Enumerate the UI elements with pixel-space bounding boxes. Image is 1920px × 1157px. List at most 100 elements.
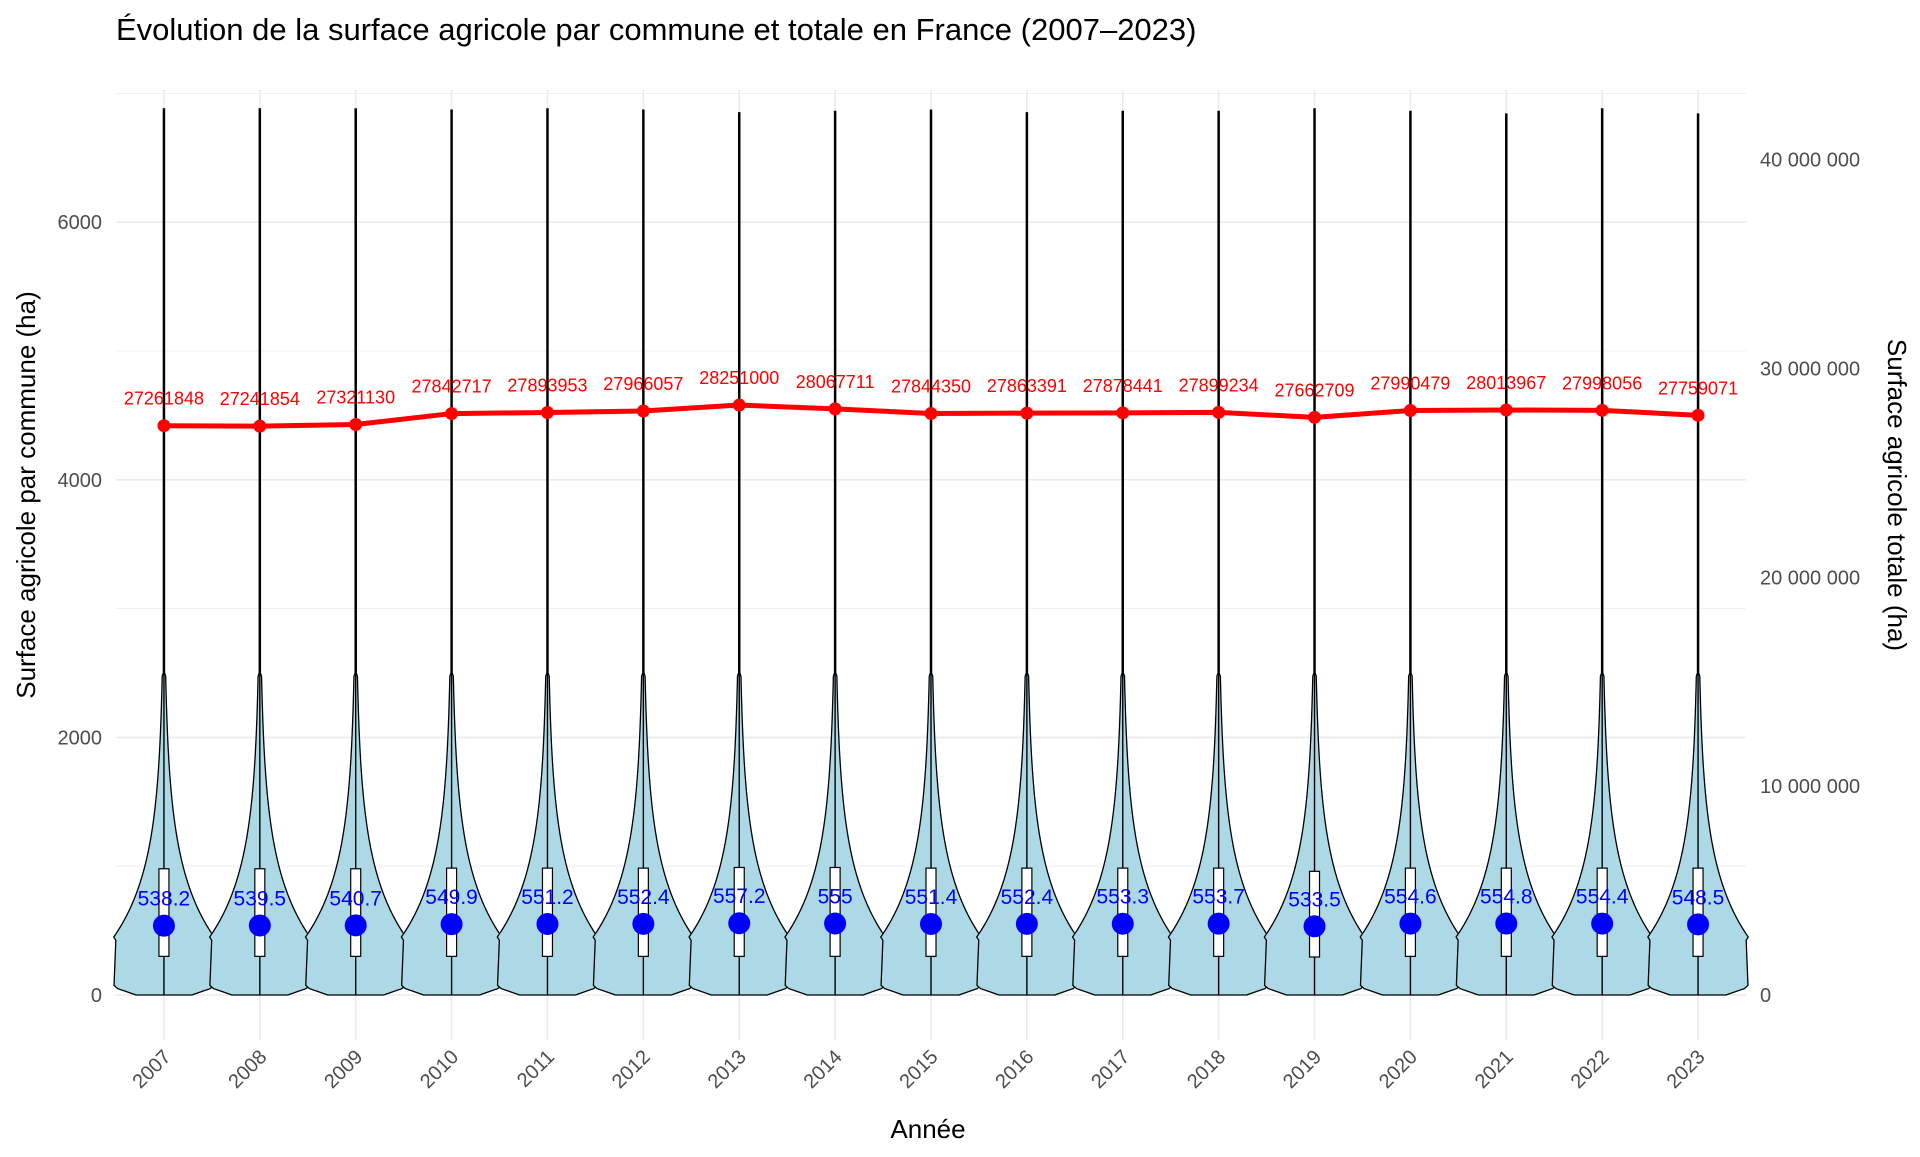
x-tick-label: 2009 xyxy=(320,1046,367,1093)
total-label: 27899234 xyxy=(1179,375,1259,395)
total-point xyxy=(349,417,363,431)
total-label: 27998056 xyxy=(1562,373,1642,393)
violin-box xyxy=(733,866,745,957)
total-point xyxy=(1212,405,1226,419)
mean-point xyxy=(1399,912,1422,935)
mean-label: 555 xyxy=(818,886,853,909)
total-point xyxy=(1595,403,1609,417)
total-point xyxy=(540,406,554,420)
total-label: 27321130 xyxy=(316,387,395,407)
violin-box xyxy=(1596,867,1608,957)
total-point xyxy=(1308,410,1322,424)
mean-point xyxy=(152,914,175,937)
violin-box xyxy=(350,868,362,957)
mean-label: 540.7 xyxy=(329,887,382,910)
mean-point xyxy=(248,914,271,937)
label-layer: 538.2 539.5 540.7 549.9 551.2 552.4 557.2 555 55… xyxy=(124,368,1738,911)
total-label: 27662709 xyxy=(1274,380,1354,400)
mean-label: 553.7 xyxy=(1192,886,1245,909)
total-label: 27878441 xyxy=(1083,376,1163,396)
total-label: 27261848 xyxy=(124,389,204,409)
violin-layer xyxy=(112,108,1750,996)
total-point xyxy=(253,419,267,433)
violin-box xyxy=(637,867,649,957)
total-point xyxy=(636,404,650,418)
total-point xyxy=(924,407,938,421)
x-tick-label: 2023 xyxy=(1663,1046,1710,1093)
violin-box xyxy=(1213,867,1225,957)
y2-tick-label: 0 xyxy=(1760,985,1771,1007)
mean-label: 551.2 xyxy=(521,886,574,909)
mean-label: 554.8 xyxy=(1480,886,1533,909)
mean-label: 554.6 xyxy=(1384,886,1437,909)
total-point xyxy=(1020,406,1034,420)
total-point xyxy=(732,398,746,412)
total-point xyxy=(157,419,171,433)
mean-label: 554.4 xyxy=(1576,886,1629,909)
total-label: 27893953 xyxy=(507,376,587,396)
total-label: 27844350 xyxy=(891,377,971,397)
y-tick-label: 0 xyxy=(91,985,102,1007)
x-tick-label: 2022 xyxy=(1567,1046,1614,1093)
total-line-layer xyxy=(157,398,1705,433)
x-tick-label: 2019 xyxy=(1279,1046,1326,1093)
x-tick-label: 2016 xyxy=(991,1046,1038,1093)
violin-box xyxy=(1692,867,1704,957)
mean-point xyxy=(1015,912,1038,935)
violin-box xyxy=(829,866,841,957)
mean-point xyxy=(1591,912,1614,935)
x-tick-label: 2017 xyxy=(1087,1046,1134,1093)
y-tick-label: 6000 xyxy=(58,212,103,234)
mean-point xyxy=(728,912,751,935)
violin-box xyxy=(1117,867,1129,957)
mean-label: 551.4 xyxy=(905,886,958,909)
x-axis-title: Année xyxy=(890,1114,965,1144)
total-label: 27241854 xyxy=(220,389,300,409)
violin-box xyxy=(541,867,554,957)
total-point xyxy=(1499,403,1513,417)
x-tick-label: 2015 xyxy=(896,1046,943,1093)
total-label: 28251000 xyxy=(699,368,779,388)
x-tick-label: 2013 xyxy=(704,1046,751,1093)
mean-label: 538.2 xyxy=(138,888,191,911)
total-point xyxy=(1116,406,1130,420)
total-label: 28013967 xyxy=(1466,373,1546,393)
mean-point xyxy=(920,912,942,935)
violin-box xyxy=(1021,867,1033,957)
mean-point xyxy=(536,913,559,936)
y-tick-label: 2000 xyxy=(58,727,103,749)
x-tick-label: 2014 xyxy=(800,1046,847,1093)
mean-point xyxy=(1495,912,1518,935)
chart-title: Évolution de la surface agricole par com… xyxy=(116,12,1196,47)
total-label: 28067711 xyxy=(796,372,875,392)
violin-box xyxy=(1500,867,1512,957)
total-point xyxy=(1403,403,1417,417)
mean-point xyxy=(344,914,367,937)
x-tick-label: 2010 xyxy=(416,1046,463,1093)
y2-axis-title: Surface agricole totale (ha) xyxy=(1882,339,1912,651)
x-tick-label: 2007 xyxy=(128,1046,175,1093)
y2-tick-label: 10 000 000 xyxy=(1760,776,1860,798)
mean-label: 549.9 xyxy=(425,886,478,909)
mean-label: 539.5 xyxy=(234,888,287,911)
y2-tick-label: 20 000 000 xyxy=(1760,567,1860,589)
x-tick-label: 2011 xyxy=(513,1046,559,1092)
mean-label: 552.4 xyxy=(1001,886,1054,909)
total-label: 27863391 xyxy=(987,376,1067,396)
mean-point xyxy=(632,912,655,935)
x-tick-label: 2021 xyxy=(1471,1046,1518,1093)
y2-tick-label: 40 000 000 xyxy=(1760,150,1860,172)
violin-box xyxy=(254,868,266,957)
x-tick-label: 2018 xyxy=(1183,1046,1230,1093)
total-label: 27842717 xyxy=(412,377,492,397)
x-tick-label: 2008 xyxy=(224,1046,271,1093)
x-tick-label: 2012 xyxy=(608,1046,655,1093)
mean-point xyxy=(1111,912,1134,935)
total-label: 27759071 xyxy=(1658,378,1738,398)
total-point xyxy=(445,407,459,421)
mean-label: 557.2 xyxy=(713,885,766,908)
total-point xyxy=(828,402,842,416)
violin-box xyxy=(1404,867,1417,957)
mean-point xyxy=(1207,912,1230,935)
